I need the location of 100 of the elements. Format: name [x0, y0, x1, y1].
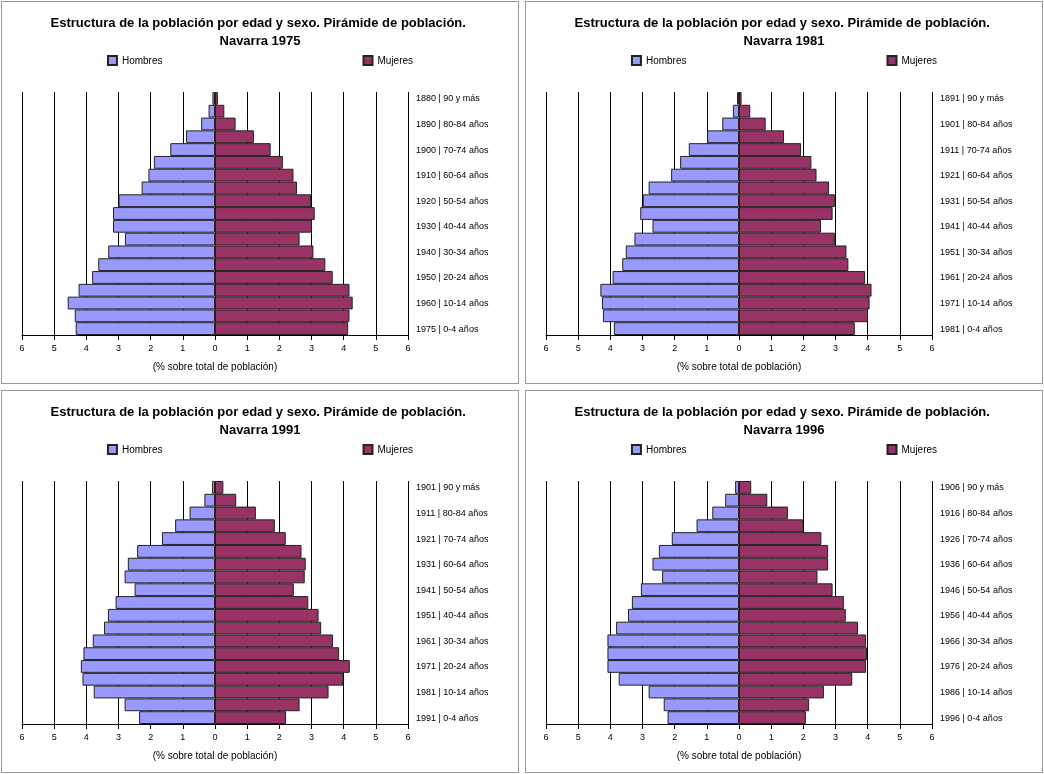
- y-tick-label: 1890 | 80-84 años: [416, 118, 489, 129]
- x-tick-label: 2: [800, 731, 806, 742]
- y-tick-label: 1911 | 80-84 años: [416, 507, 489, 518]
- y-tick-label: 1971 | 10-14 años: [940, 298, 1013, 309]
- chart-title: Estructura de la población por edad y sexo. Pirámide de población. Navarra 1991: [50, 403, 470, 437]
- x-tick-label: 4: [607, 342, 613, 353]
- x-tick-label: 4: [607, 731, 613, 742]
- x-tick-label: 3: [832, 731, 839, 742]
- y-tick-label: 1901 | 90 y más: [416, 482, 481, 493]
- y-tick-label: 1996 | 0-4 años: [940, 712, 1003, 723]
- x-tick-label: 6: [19, 731, 25, 742]
- y-tick-label: 1991 | 0-4 años: [416, 712, 479, 723]
- chart-title: Estructura de la población por edad y sexo. Pirámide de población. Navarra 1996: [574, 403, 994, 437]
- x-tick-label: 1: [244, 731, 250, 742]
- x-tick-label: 2: [276, 731, 282, 742]
- x-tick-label: 0: [212, 731, 218, 742]
- y-tick-label: 1961 | 20-24 años: [940, 272, 1013, 283]
- x-tick-label: 3: [115, 342, 122, 353]
- y-tick-label: 1926 | 70-74 años: [940, 533, 1013, 544]
- y-tick-label: 1891 | 90 y más: [940, 93, 1005, 104]
- x-tick-label: 2: [672, 731, 678, 742]
- y-tick-label: 1981 | 0-4 años: [940, 323, 1003, 334]
- y-tick-label: 1960 | 10-14 años: [416, 298, 489, 309]
- chart-title: Estructura de la población por edad y sexo. Pirámide de población. Navarra 1981: [574, 14, 994, 48]
- x-tick-label: 6: [929, 731, 935, 742]
- x-tick-label: 5: [51, 342, 57, 353]
- x-tick-label: 4: [83, 731, 89, 742]
- x-tick-label: 3: [639, 342, 646, 353]
- y-tick-label: 1940 | 30-34 años: [416, 246, 489, 257]
- y-tick-label: 1921 | 60-64 años: [940, 170, 1013, 181]
- y-tick-label: 1901 | 80-84 años: [940, 118, 1013, 129]
- y-tick-label: 1941 | 40-44 años: [940, 221, 1013, 232]
- x-tick-label: 5: [575, 731, 581, 742]
- x-axis-title: (% sobre total de población): [152, 360, 278, 372]
- y-tick-label: 1931 | 60-64 años: [416, 559, 489, 570]
- x-tick-label: 2: [672, 342, 678, 353]
- y-tick-label: 1961 | 30-34 años: [416, 635, 489, 646]
- x-tick-label: 2: [800, 342, 806, 353]
- legend-label: Mujeres: [901, 444, 938, 455]
- x-tick-label: 6: [543, 731, 549, 742]
- y-tick-label: 1911 | 70-74 años: [940, 144, 1013, 155]
- x-axis-title: (% sobre total de población): [152, 749, 278, 761]
- y-tick-label: 1956 | 40-44 años: [940, 610, 1013, 621]
- x-tick-label: 5: [897, 342, 903, 353]
- y-tick-label: 1986 | 10-14 años: [940, 687, 1013, 698]
- x-tick-label: 5: [373, 731, 379, 742]
- x-tick-label: 5: [373, 342, 379, 353]
- x-tick-label: 6: [405, 731, 411, 742]
- x-axis-title: (% sobre total de población): [676, 360, 802, 372]
- legend-label: Hombres: [121, 55, 163, 66]
- x-tick-label: 3: [832, 342, 839, 353]
- y-tick-label: 1920 | 50-54 años: [416, 195, 489, 206]
- y-tick-label: 1921 | 70-74 años: [416, 533, 489, 544]
- y-tick-label: 1930 | 40-44 años: [416, 221, 489, 232]
- y-tick-label: 1950 | 20-24 años: [416, 272, 489, 283]
- x-tick-label: 3: [115, 731, 122, 742]
- x-tick-label: 2: [276, 342, 282, 353]
- chart-title: Estructura de la población por edad y sexo. Pirámide de población. Navarra 1975: [50, 14, 470, 48]
- y-tick-label: 1900 | 70-74 años: [416, 144, 489, 155]
- x-tick-label: 1: [704, 342, 710, 353]
- legend-label: Mujeres: [377, 444, 414, 455]
- x-tick-label: 4: [83, 342, 89, 353]
- x-tick-label: 0: [736, 342, 742, 353]
- x-tick-label: 5: [897, 731, 903, 742]
- x-tick-label: 1: [768, 342, 774, 353]
- x-tick-label: 1: [180, 342, 186, 353]
- x-tick-label: 0: [736, 731, 742, 742]
- x-tick-label: 4: [341, 342, 347, 353]
- y-tick-label: 1951 | 30-34 años: [940, 246, 1013, 257]
- y-tick-label: 1880 | 90 y más: [416, 93, 481, 104]
- y-tick-label: 1951 | 40-44 años: [416, 610, 489, 621]
- x-tick-label: 5: [51, 731, 57, 742]
- legend-label: Mujeres: [377, 55, 414, 66]
- y-tick-label: 1936 | 60-64 años: [940, 559, 1013, 570]
- legend-label: Hombres: [645, 55, 687, 66]
- x-tick-label: 5: [575, 342, 581, 353]
- y-tick-label: 1976 | 20-24 años: [940, 661, 1013, 672]
- x-axis-title: (% sobre total de población): [676, 749, 802, 761]
- y-tick-label: 1916 | 80-84 años: [940, 507, 1013, 518]
- legend-label: Hombres: [645, 444, 687, 455]
- x-tick-label: 1: [768, 731, 774, 742]
- x-tick-label: 4: [341, 731, 347, 742]
- x-tick-label: 6: [405, 342, 411, 353]
- x-tick-label: 4: [865, 731, 871, 742]
- x-tick-label: 2: [148, 342, 154, 353]
- y-tick-label: 1966 | 30-34 años: [940, 635, 1013, 646]
- y-tick-label: 1906 | 90 y más: [940, 482, 1005, 493]
- legend-label: Hombres: [121, 444, 163, 455]
- y-tick-label: 1941 | 50-54 años: [416, 584, 489, 595]
- x-tick-label: 4: [865, 342, 871, 353]
- x-tick-label: 0: [212, 342, 218, 353]
- y-tick-label: 1975 | 0-4 años: [416, 323, 479, 334]
- x-tick-label: 3: [308, 731, 315, 742]
- x-tick-label: 3: [308, 342, 315, 353]
- y-tick-label: 1981 | 10-14 años: [416, 687, 489, 698]
- x-tick-label: 2: [148, 731, 154, 742]
- legend-label: Mujeres: [901, 55, 938, 66]
- x-tick-label: 1: [244, 342, 250, 353]
- y-tick-label: 1971 | 20-24 años: [416, 661, 489, 672]
- x-tick-label: 1: [704, 731, 710, 742]
